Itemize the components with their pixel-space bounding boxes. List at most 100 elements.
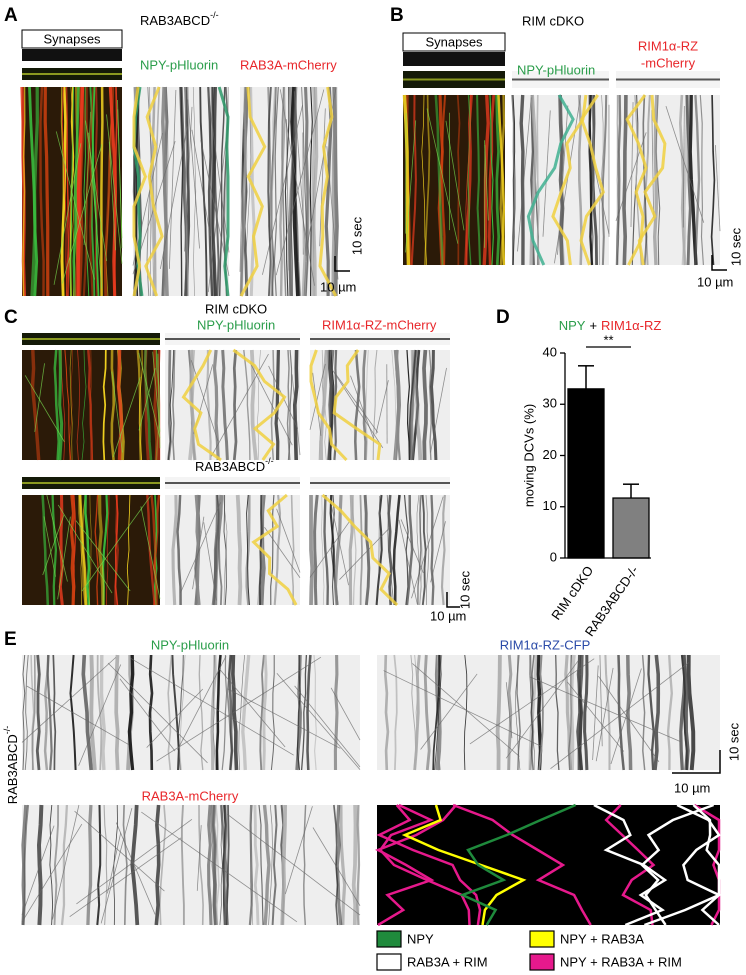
moving-track (262, 105, 303, 275)
track (30, 86, 39, 297)
track (555, 654, 560, 771)
track (212, 349, 220, 461)
moving-track (331, 369, 384, 449)
moving-track (207, 133, 228, 293)
moving-track (284, 806, 313, 895)
track (588, 94, 594, 266)
track (408, 349, 417, 461)
track (287, 349, 293, 461)
track (536, 94, 541, 266)
moving-track (505, 682, 513, 739)
track (172, 349, 176, 461)
moving-track (69, 837, 182, 917)
track (171, 494, 178, 606)
track (428, 349, 432, 461)
track (511, 94, 516, 265)
trace (676, 803, 722, 926)
track (84, 494, 91, 606)
track (159, 804, 167, 926)
track (313, 654, 317, 771)
moving-track (375, 380, 389, 435)
channel-label: RIM1α-RZ-mCherry (322, 317, 437, 332)
panel-label: E (4, 629, 17, 650)
track (710, 94, 716, 266)
moving-track (279, 89, 315, 286)
scale-space: 10 µm (674, 780, 710, 795)
track (432, 654, 441, 771)
track (286, 349, 291, 461)
track (76, 86, 85, 297)
track (69, 349, 73, 461)
trace (693, 803, 721, 926)
moving-track (24, 375, 65, 443)
track (262, 654, 268, 771)
track (258, 804, 264, 926)
moving-track (108, 141, 116, 251)
moving-track (156, 656, 322, 762)
track (392, 494, 401, 606)
track (626, 654, 633, 771)
moving-track (43, 516, 56, 577)
track (110, 349, 115, 461)
moving-track (517, 97, 532, 252)
track (232, 349, 238, 461)
legend-swatch (529, 953, 555, 971)
scale-time: 10 sec (726, 722, 741, 761)
track (238, 654, 245, 771)
track (262, 804, 271, 926)
track (99, 654, 107, 771)
trace (132, 86, 148, 297)
track (441, 94, 447, 266)
panel-label: A (4, 5, 18, 26)
track (39, 86, 45, 297)
track (642, 94, 648, 266)
moving-track (319, 108, 326, 247)
moving-track (130, 657, 294, 756)
track (176, 494, 182, 606)
synapses-label: Synapses (425, 34, 483, 49)
moving-track (529, 676, 681, 743)
track (257, 349, 261, 461)
moving-track (411, 496, 444, 599)
panel-label: B (390, 5, 404, 26)
track (249, 804, 254, 926)
track (421, 494, 427, 606)
track (97, 494, 105, 606)
track (319, 349, 329, 461)
moving-track (106, 114, 123, 264)
track (418, 494, 423, 606)
track (528, 654, 538, 771)
track (81, 349, 87, 461)
track (303, 86, 310, 297)
track (362, 349, 367, 461)
moving-track (405, 113, 407, 234)
trace (376, 804, 482, 926)
track (259, 654, 265, 771)
track (268, 804, 273, 926)
track (666, 654, 673, 771)
track (410, 94, 417, 266)
track (60, 86, 67, 297)
moving-track (378, 495, 380, 575)
track (58, 349, 64, 461)
track (284, 86, 290, 297)
track (24, 654, 29, 771)
channel-label: RAB3A-mCherry (142, 788, 239, 803)
track (148, 654, 154, 771)
moving-track (46, 494, 68, 582)
genotype-sup: -/- (2, 726, 12, 735)
track (72, 86, 80, 297)
trace (579, 94, 605, 266)
track (223, 804, 229, 926)
track (330, 494, 335, 606)
track (564, 654, 573, 771)
legend-label: NPY (407, 931, 434, 946)
legend-swatch (376, 953, 402, 971)
moving-track (294, 685, 361, 768)
kymograph (22, 805, 360, 925)
moving-track (383, 670, 542, 747)
moving-track (140, 506, 161, 599)
moving-track (227, 813, 361, 916)
track (69, 494, 76, 606)
moving-track (567, 681, 625, 752)
